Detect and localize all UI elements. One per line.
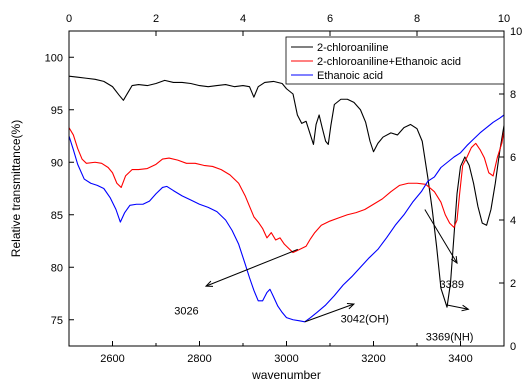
annotation-label-3369-nh: 3369(NH) bbox=[426, 332, 474, 344]
annotation-label-3042-oh: 3042(OH) bbox=[341, 314, 389, 326]
annotation-arrow-3026 bbox=[205, 248, 298, 287]
top-tick-label: 4 bbox=[240, 13, 246, 25]
annotation-arrow-3042-oh bbox=[304, 303, 355, 323]
legend-label-ethanoic-acid: Ethanoic acid bbox=[317, 70, 383, 82]
series-layer bbox=[68, 75, 505, 323]
right-tick-label: 6 bbox=[510, 152, 516, 164]
y-axis-title: Relative transmittance(%) bbox=[9, 120, 23, 257]
x-tick-label: 3200 bbox=[361, 353, 385, 365]
right-tick-label: 2 bbox=[510, 278, 516, 290]
annotation-layer: 3026 3042(OH) 3369(NH) 3389 bbox=[174, 209, 474, 344]
legend-box bbox=[285, 36, 505, 85]
x-tick-label: 2800 bbox=[187, 353, 211, 365]
x-tick-label: 2600 bbox=[100, 353, 124, 365]
y-tick-label: 80 bbox=[51, 262, 63, 274]
top-tick-label: 2 bbox=[153, 13, 159, 25]
annotation-arrowhead-3389 bbox=[450, 256, 458, 265]
top-tick-label: 10 bbox=[498, 13, 510, 25]
series-line-ethanoic-acid bbox=[68, 114, 505, 323]
right-tick-label: 4 bbox=[510, 215, 516, 227]
x-tick-label: 3400 bbox=[448, 353, 472, 365]
y-tick-label: 90 bbox=[51, 157, 63, 169]
y-tick-label: 75 bbox=[51, 315, 63, 327]
annotation-arrowhead-3026 bbox=[204, 280, 214, 287]
series-line-2-chloroaniline-ethanoic-acid bbox=[68, 127, 505, 254]
top-tick-label: 6 bbox=[327, 13, 333, 25]
right-tick-label: 10 bbox=[510, 26, 522, 38]
legend-label-mixture: 2-chloroaniline+Ethanoic acid bbox=[317, 56, 461, 68]
series-line-2-chloroaniline bbox=[68, 75, 505, 308]
y-tick-label: 100 bbox=[45, 52, 63, 64]
y-tick-label: 95 bbox=[51, 105, 63, 117]
annotation-arrow-3369-nh bbox=[446, 304, 469, 310]
annotation-arrowhead-3042-oh bbox=[346, 303, 356, 310]
annotation-label-3389: 3389 bbox=[440, 279, 464, 291]
x-axis-title: wavenumber bbox=[251, 368, 321, 382]
x-tick-label: 3000 bbox=[274, 353, 298, 365]
annotation-label-3026: 3026 bbox=[174, 305, 198, 317]
annotation-arrowhead-3369-nh bbox=[461, 304, 470, 312]
right-tick-label: 8 bbox=[510, 89, 516, 101]
right-tick-label: 0 bbox=[510, 341, 516, 353]
top-tick-label: 8 bbox=[414, 13, 420, 25]
annotation-arrow-3389 bbox=[424, 209, 458, 264]
legend: 2-chloroaniline 2-chloroaniline+Ethanoic… bbox=[285, 36, 505, 85]
legend-label-2-chloroaniline: 2-chloroaniline bbox=[317, 42, 389, 54]
y-tick-label: 85 bbox=[51, 210, 63, 222]
top-tick-label: 0 bbox=[66, 13, 72, 25]
